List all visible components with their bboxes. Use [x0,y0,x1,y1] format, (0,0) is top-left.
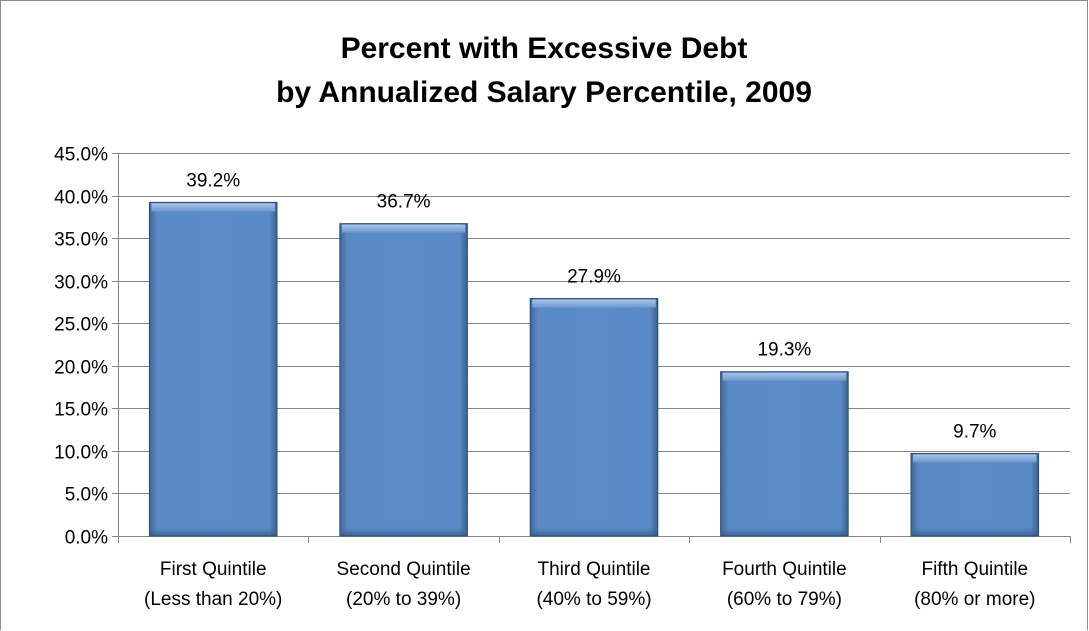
bar [529,298,659,537]
data-label: 39.2% [186,170,240,191]
x-tick-label-sub: (40% to 59%) [536,589,651,610]
bar-body [148,201,278,537]
labels: 0.0% 5.0% 10.0% 15.0% 20.0% 25.0% 30.0% 35.0% 40… [54,145,1035,611]
bar-body [720,371,849,537]
y-tick-label: 0.0% [65,528,108,549]
bar-bottom-shade [912,526,1038,536]
bar-top-bevel [913,454,1037,463]
x-tick-label: Second Quintile [337,559,471,580]
y-tick-label: 30.0% [54,273,108,294]
bars [148,201,1040,537]
data-label: 36.7% [377,192,431,213]
bar-body [529,298,659,537]
y-tick-label: 15.0% [54,400,108,421]
y-tick-label: 20.0% [54,358,108,379]
bar-top-bevel [151,203,275,212]
bar-body [339,223,468,537]
chart-title: Percent with Excessive Debt by Annualize… [1,27,1087,115]
bar [720,371,849,537]
y-tick-label: 40.0% [54,188,108,209]
data-label: 9.7% [953,421,996,442]
bar [339,223,468,537]
bar-bottom-shade [531,526,657,536]
bar [148,201,278,537]
x-tick-label: Fifth Quintile [921,559,1028,580]
bar-bottom-shade [150,526,276,536]
chart-subtitle: by Annualized Salary Percentile, 2009 [276,76,812,109]
bar-top-bevel [341,224,466,233]
x-tick-label-sub: (Less than 20%) [144,589,282,610]
x-tick-label: First Quintile [160,559,267,580]
y-tick-label: 25.0% [54,315,108,336]
bar-body [910,452,1040,537]
x-tick-label: Fourth Quintile [722,559,847,580]
x-tick-label-sub: (20% to 39%) [346,589,461,610]
data-label: 27.9% [567,267,621,288]
x-tick-label-sub: (80% or more) [914,589,1035,610]
y-tick-label: 35.0% [54,230,108,251]
bar-top-bevel [722,372,847,381]
y-tick-label: 5.0% [65,485,108,506]
x-tick-label: Third Quintile [538,559,651,580]
y-tick-label: 10.0% [54,443,108,464]
data-label: 19.3% [757,340,811,361]
bar-bottom-shade [340,526,467,536]
chart-title-line-1: Percent with Excessive Debt [340,32,748,65]
y-tick-label: 45.0% [54,145,108,166]
bar [910,452,1040,537]
x-tick-label-sub: (60% to 79%) [727,589,842,610]
bar-top-bevel [532,299,656,308]
bar-bottom-shade [721,526,848,536]
